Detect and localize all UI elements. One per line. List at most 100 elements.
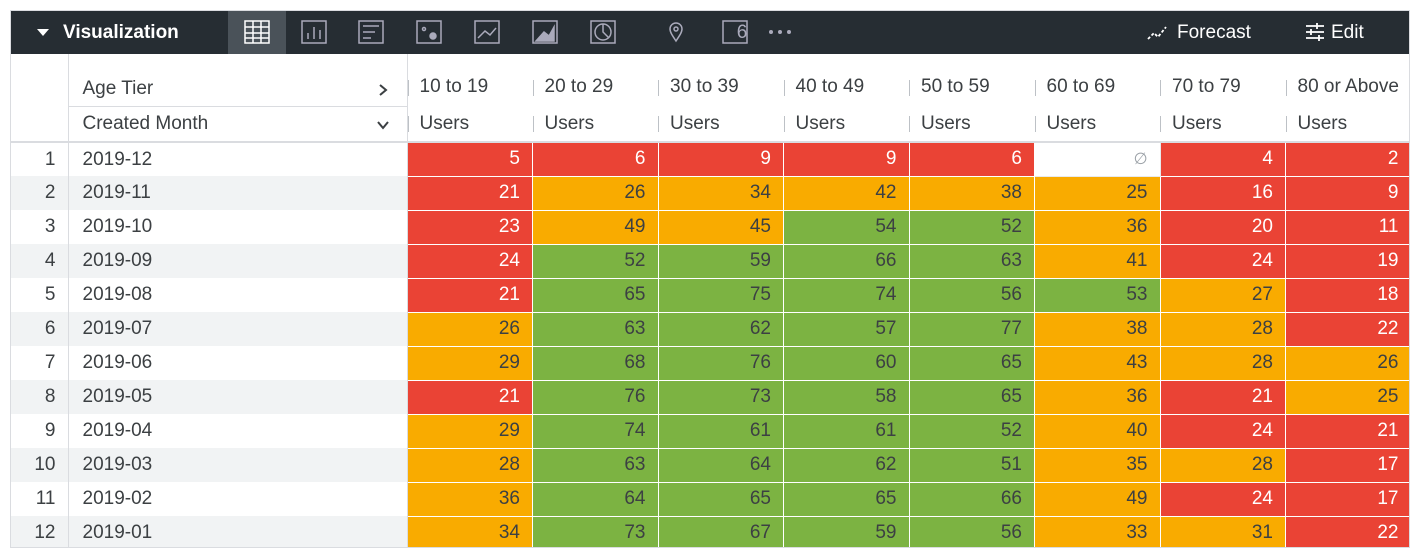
- value-cell: 54: [783, 209, 910, 245]
- value-cell: 21: [406, 379, 533, 415]
- edit-button[interactable]: Edit: [1331, 22, 1364, 43]
- corner: [11, 54, 69, 106]
- month: 2019-05: [68, 380, 408, 414]
- value-cell: 65: [657, 481, 784, 517]
- measure-header[interactable]: Users: [1034, 106, 1160, 143]
- value-cell: 76: [532, 379, 659, 415]
- value-cell: 24: [406, 243, 533, 279]
- month: 2019-02: [68, 482, 408, 516]
- value-cell: 52: [908, 209, 1035, 245]
- measure-header[interactable]: Users: [1160, 106, 1286, 143]
- value-cell: 18: [1285, 277, 1409, 313]
- value-cell: 65: [532, 277, 659, 313]
- value-cell: 11: [1285, 209, 1409, 245]
- collapse-arrow[interactable]: [33, 11, 53, 54]
- value-cell: 5: [406, 141, 533, 177]
- value-cell: 56: [908, 515, 1035, 547]
- pivot-header[interactable]: 60 to 69: [1034, 54, 1161, 106]
- measure-header[interactable]: Users: [658, 106, 784, 143]
- row-number: 10: [11, 448, 69, 482]
- pivot-header[interactable]: 40 to 49: [783, 54, 910, 106]
- edit-icon[interactable]: [1304, 11, 1328, 54]
- data-row: 7 2019-06 29 68 76 60 65 43 28 26: [11, 345, 1409, 381]
- value-cell: 66: [783, 243, 910, 279]
- chevron[interactable]: [375, 82, 391, 98]
- measure-header[interactable]: Users: [532, 106, 658, 143]
- value-cell: 16: [1159, 175, 1286, 211]
- pivot-header[interactable]: 10 to 19: [407, 54, 533, 106]
- value-cell: 49: [1034, 481, 1161, 517]
- value-cell: 76: [657, 345, 784, 381]
- forecast-icon[interactable]: [1146, 11, 1170, 54]
- month: 2019-03: [68, 448, 408, 482]
- value-cell: 33: [1034, 515, 1161, 547]
- value-cell: 58: [783, 379, 910, 415]
- measure-header[interactable]: Users: [909, 106, 1035, 143]
- data-row: 6 2019-07 26 63 62 57 77 38 28 22: [11, 311, 1409, 347]
- value-cell: 53: [1034, 277, 1161, 313]
- measure-header[interactable]: Users: [407, 106, 533, 143]
- month: 2019-12: [68, 142, 408, 176]
- measure-header[interactable]: Users: [1285, 106, 1409, 143]
- dimension-label[interactable]: Created Month: [68, 106, 408, 143]
- value-cell: 28: [1159, 311, 1286, 347]
- chart-type-icons[interactable]: [228, 11, 768, 54]
- month: 2019-01: [68, 516, 408, 547]
- value-cell: 21: [406, 175, 533, 211]
- value-cell: 2: [1285, 141, 1409, 177]
- value-cell: 36: [1034, 379, 1161, 415]
- data-row: 5 2019-08 21 65 75 74 56 53 27 18: [11, 277, 1409, 313]
- chevron[interactable]: [375, 117, 391, 133]
- single-value-icon[interactable]: 6: [736, 22, 748, 43]
- pivot-header[interactable]: 70 to 79: [1160, 54, 1286, 106]
- value-cell: 74: [783, 277, 910, 313]
- value-cell: 38: [908, 175, 1035, 211]
- value-cell: 21: [1285, 413, 1409, 449]
- null-cell: ∅: [1034, 141, 1161, 177]
- data-row: 1 2019-12 5 6 9 9 6 ∅ 4 2: [11, 141, 1409, 177]
- value-cell: 31: [1159, 515, 1286, 547]
- value-cell: 45: [657, 209, 784, 245]
- month: 2019-07: [68, 312, 408, 346]
- pivot-header[interactable]: 20 to 29: [532, 54, 659, 106]
- data-row: 10 2019-03 28 63 64 62 51 35 28 17: [11, 447, 1409, 483]
- pivot-header[interactable]: 30 to 39: [658, 54, 784, 106]
- header-row: Created Month Users Users Users Users Users Us…: [11, 106, 1409, 143]
- value-cell: 73: [657, 379, 784, 415]
- pivot-header[interactable]: 80 or Above: [1285, 54, 1410, 106]
- value-cell: 62: [783, 447, 910, 483]
- row-number: 12: [11, 516, 69, 547]
- value-cell: 24: [1159, 243, 1286, 279]
- value-cell: 28: [1159, 447, 1286, 483]
- value-cell: 17: [1285, 447, 1409, 483]
- value-cell: 28: [406, 447, 533, 483]
- data-row: 12 2019-01 34 73 67 59 56 33 31 22: [11, 515, 1409, 547]
- value-cell: 52: [908, 413, 1035, 449]
- pivot-label-text: Age Tier: [82, 77, 154, 99]
- toolbar: Visualization 6 Forecast Edit: [11, 11, 1409, 54]
- value-cell: 38: [1034, 311, 1161, 347]
- value-cell: 41: [1034, 243, 1161, 279]
- value-cell: 22: [1285, 515, 1409, 547]
- pivot-label[interactable]: Age Tier: [68, 54, 408, 107]
- value-cell: 24: [1159, 481, 1286, 517]
- more-icon[interactable]: [763, 11, 803, 54]
- value-cell: 77: [908, 311, 1035, 347]
- value-cell: 65: [908, 345, 1035, 381]
- value-cell: 20: [1159, 209, 1286, 245]
- month: 2019-08: [68, 278, 408, 312]
- value-cell: 36: [406, 481, 533, 517]
- value-cell: 28: [1159, 345, 1286, 381]
- pivot-header[interactable]: 50 to 59: [909, 54, 1035, 106]
- value-cell: 56: [908, 277, 1035, 313]
- row-number: 3: [11, 210, 69, 244]
- corner: [11, 106, 69, 143]
- forecast-button[interactable]: Forecast: [1177, 22, 1251, 43]
- data-row: 4 2019-09 24 52 59 66 63 41 24 19: [11, 243, 1409, 279]
- value-cell: 35: [1034, 447, 1161, 483]
- value-cell: 24: [1159, 413, 1286, 449]
- measure-header[interactable]: Users: [783, 106, 909, 143]
- value-cell: 68: [532, 345, 659, 381]
- value-cell: 9: [657, 141, 784, 177]
